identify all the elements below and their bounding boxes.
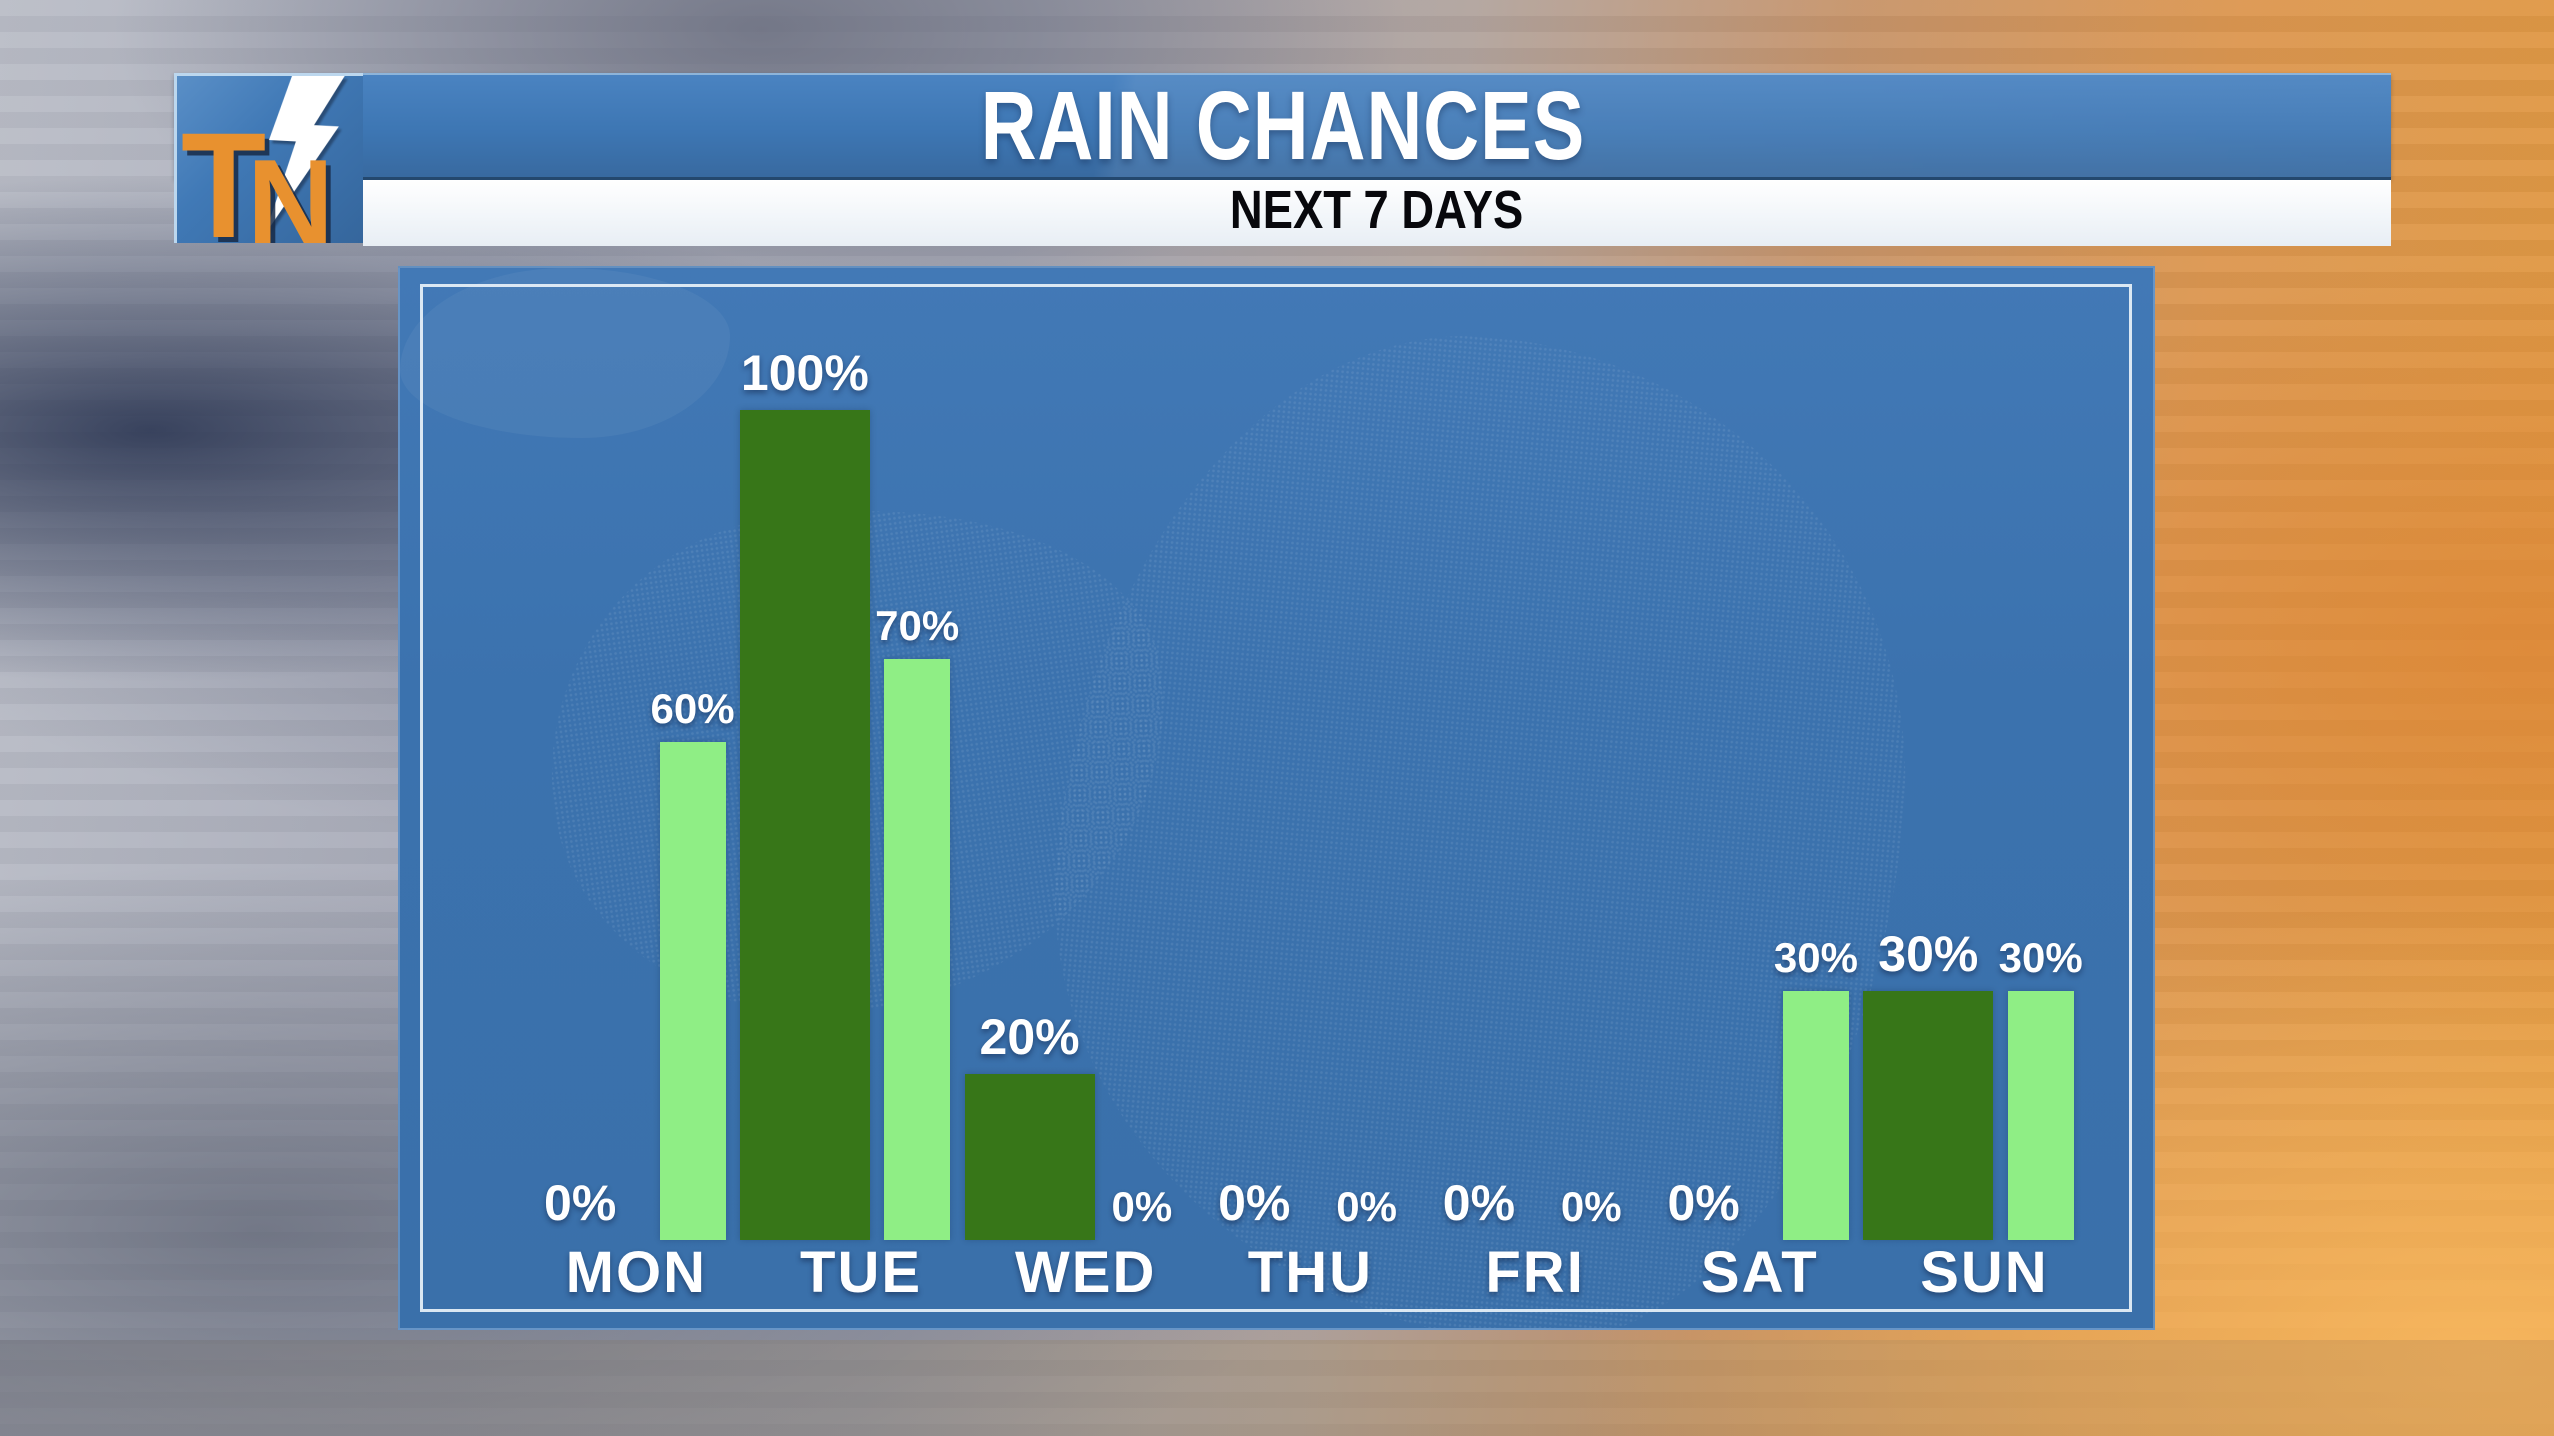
day-label: WED xyxy=(1015,1240,1157,1305)
page-title: RAIN CHANCES xyxy=(174,73,2391,177)
night-slot: 30% xyxy=(1984,268,2096,1240)
day-slot: 30% xyxy=(1863,268,1994,1240)
day-label: THU xyxy=(1247,1240,1374,1305)
subtitle-strip xyxy=(363,177,2391,246)
map-watermark xyxy=(400,268,730,438)
value-label: 0% xyxy=(1111,1183,1173,1230)
header-bar xyxy=(174,73,2391,179)
day-label: MON xyxy=(565,1240,708,1305)
day-group: 0% 0% THU xyxy=(1198,268,1423,1302)
day-group: 20% 0% WED xyxy=(964,268,1198,1302)
day-bar xyxy=(739,410,870,1240)
sky-background-lower-band xyxy=(0,1340,2554,1436)
value-label: 0% xyxy=(544,1175,617,1231)
day-group: 100% 70% TUE xyxy=(739,268,974,1302)
day-label: SAT xyxy=(1700,1240,1819,1305)
day-bar xyxy=(964,1074,1095,1240)
value-label: 0% xyxy=(1560,1183,1622,1230)
day-slot: 0% xyxy=(1198,268,1310,1240)
bar-chart: 0% 60% MON 100% 70% TUE 20% 0% WED 0% 0% THU 0% 0% FRI… xyxy=(524,268,2097,1302)
page-title-text: RAIN CHANCES xyxy=(980,70,1585,180)
value-label: 30% xyxy=(1773,934,1858,981)
night-slot: 0% xyxy=(1310,268,1422,1240)
value-label: 60% xyxy=(650,685,735,732)
day-label: FRI xyxy=(1485,1240,1585,1305)
value-label: 0% xyxy=(1667,1175,1740,1231)
night-bar xyxy=(1782,991,1849,1240)
page-subtitle: NEXT 7 DAYS xyxy=(363,177,2391,243)
night-slot: 0% xyxy=(1086,268,1198,1240)
page-subtitle-text: NEXT 7 DAYS xyxy=(1230,180,1524,240)
day-slot: 100% xyxy=(739,268,870,1240)
day-label: SUN xyxy=(1920,1240,2049,1305)
night-slot: 30% xyxy=(1760,268,1872,1240)
day-group: 30% 30% SUN xyxy=(1863,268,2097,1302)
day-bar xyxy=(1863,991,1994,1240)
value-label: 20% xyxy=(979,1009,1080,1065)
day-label: TUE xyxy=(800,1240,923,1305)
day-group: 0% 0% FRI xyxy=(1423,268,1648,1302)
day-slot: 0% xyxy=(524,268,636,1240)
value-label: 100% xyxy=(740,345,869,401)
chart-panel: 0% 60% MON 100% 70% TUE 20% 0% WED 0% 0% THU 0% 0% FRI… xyxy=(398,266,2155,1330)
night-slot: 70% xyxy=(861,268,973,1240)
night-slot: 60% xyxy=(636,268,748,1240)
header-sheen xyxy=(174,75,2391,179)
day-group: 0% 30% SAT xyxy=(1647,268,1872,1302)
value-label: 0% xyxy=(1336,1183,1397,1230)
logo-letter-t: T xyxy=(181,101,267,243)
day-slot: 0% xyxy=(1647,268,1759,1240)
day-slot: 0% xyxy=(1423,268,1535,1240)
lightning-bolt-icon xyxy=(265,76,345,234)
station-logo: T N xyxy=(174,73,363,243)
night-bar xyxy=(659,742,726,1240)
value-label: 0% xyxy=(1218,1175,1291,1231)
night-bar xyxy=(884,659,951,1240)
day-group: 0% 60% MON xyxy=(524,268,749,1302)
value-label: 30% xyxy=(1998,934,2083,981)
night-slot: 0% xyxy=(1535,268,1647,1240)
day-slot: 20% xyxy=(964,268,1095,1240)
logo-letter-n: N xyxy=(247,135,334,243)
value-label: 70% xyxy=(875,602,960,649)
value-label: 0% xyxy=(1442,1175,1516,1231)
value-label: 30% xyxy=(1878,926,1979,982)
night-bar xyxy=(2007,991,2074,1240)
